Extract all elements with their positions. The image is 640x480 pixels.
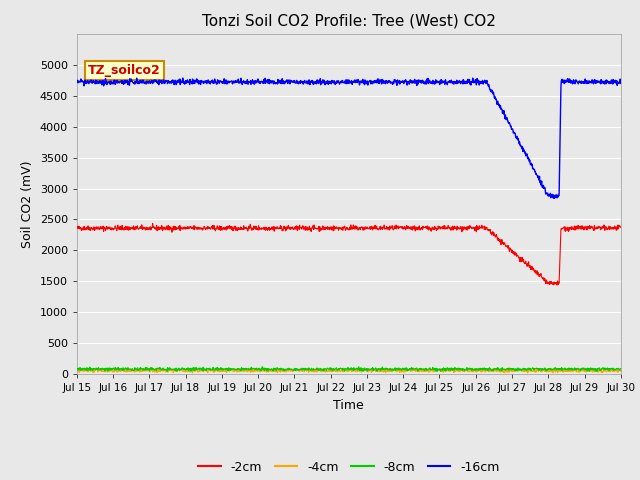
Y-axis label: Soil CO2 (mV): Soil CO2 (mV)	[21, 160, 34, 248]
Text: TZ_soilco2: TZ_soilco2	[88, 64, 161, 77]
Legend: -2cm, -4cm, -8cm, -16cm: -2cm, -4cm, -8cm, -16cm	[193, 456, 504, 479]
Title: Tonzi Soil CO2 Profile: Tree (West) CO2: Tonzi Soil CO2 Profile: Tree (West) CO2	[202, 13, 496, 28]
X-axis label: Time: Time	[333, 399, 364, 412]
